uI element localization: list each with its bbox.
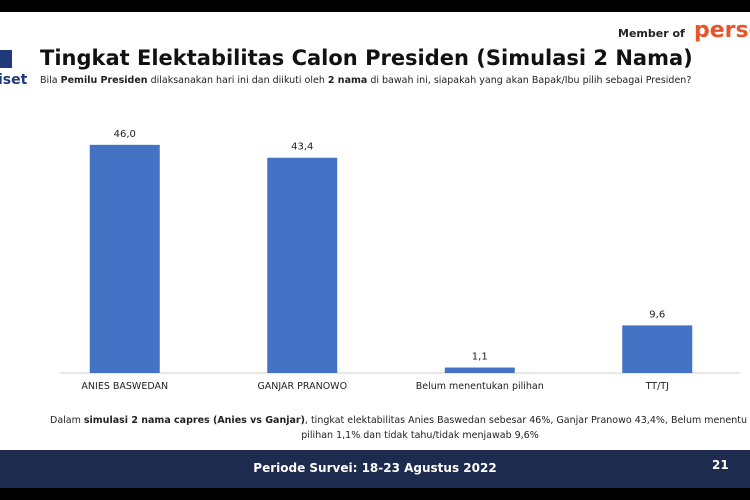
note-line: Dalam simulasi 2 nama capres (Anies vs G…: [0, 415, 750, 430]
x-tick-label: Belum menentukan pilihan: [416, 381, 544, 392]
note-part: , tingkat elektabilitas Anies Baswedan s…: [304, 415, 747, 426]
slide: Member of perse iset Tingkat Elektabilit…: [0, 12, 750, 488]
subtitle-part: Pemilu Presiden: [60, 75, 148, 86]
x-tick-label: ANIES BASWEDAN: [81, 381, 168, 392]
chart-title: Tingkat Elektabilitas Calon Presiden (Si…: [40, 46, 693, 70]
note-line: pilihan 1,1% dan tidak tahu/tidak menjaw…: [0, 430, 750, 445]
value-label: 46,0: [114, 129, 136, 140]
note-part: pilihan 1,1% dan tidak tahu/tidak menjaw…: [301, 430, 539, 441]
value-label: 1,1: [472, 352, 488, 363]
value-label: 43,4: [291, 142, 313, 153]
survey-period: Periode Survei: 18-23 Agustus 2022: [253, 461, 497, 475]
subtitle: Bila Pemilu Presiden dilaksanakan hari i…: [40, 75, 691, 86]
org-logo: iset: [0, 72, 28, 88]
note-part: simulasi 2 nama capres (Anies vs Ganjar): [83, 415, 305, 426]
page-number: 21: [712, 458, 729, 472]
subtitle-part: dilaksanakan hari ini dan diikuti oleh: [147, 75, 328, 86]
chart: 46,0 ANIES BASWEDAN 43,4 GANJAR PRANOWO 1,1 B…: [60, 129, 740, 392]
note-part: Dalam: [50, 415, 84, 426]
subtitle-part: di bawah ini, siapakah yang akan Bapak/I…: [367, 75, 692, 86]
member-of: Member of: [618, 27, 685, 40]
note: Dalam simulasi 2 nama capres (Anies vs G…: [0, 415, 750, 445]
org-logo-icon: [0, 50, 12, 68]
bar: [267, 157, 338, 373]
x-tick-label: TT/TJ: [645, 381, 669, 392]
subtitle-part: 2 nama: [327, 75, 368, 86]
member-logo: perse: [694, 18, 750, 43]
bar: [444, 367, 515, 373]
value-label: 9,6: [649, 309, 665, 320]
x-tick-label: GANJAR PRANOWO: [257, 381, 347, 392]
bar: [89, 144, 160, 373]
footer-bar: [0, 450, 750, 488]
bar: [622, 325, 693, 373]
subtitle-part: Bila: [40, 75, 61, 86]
